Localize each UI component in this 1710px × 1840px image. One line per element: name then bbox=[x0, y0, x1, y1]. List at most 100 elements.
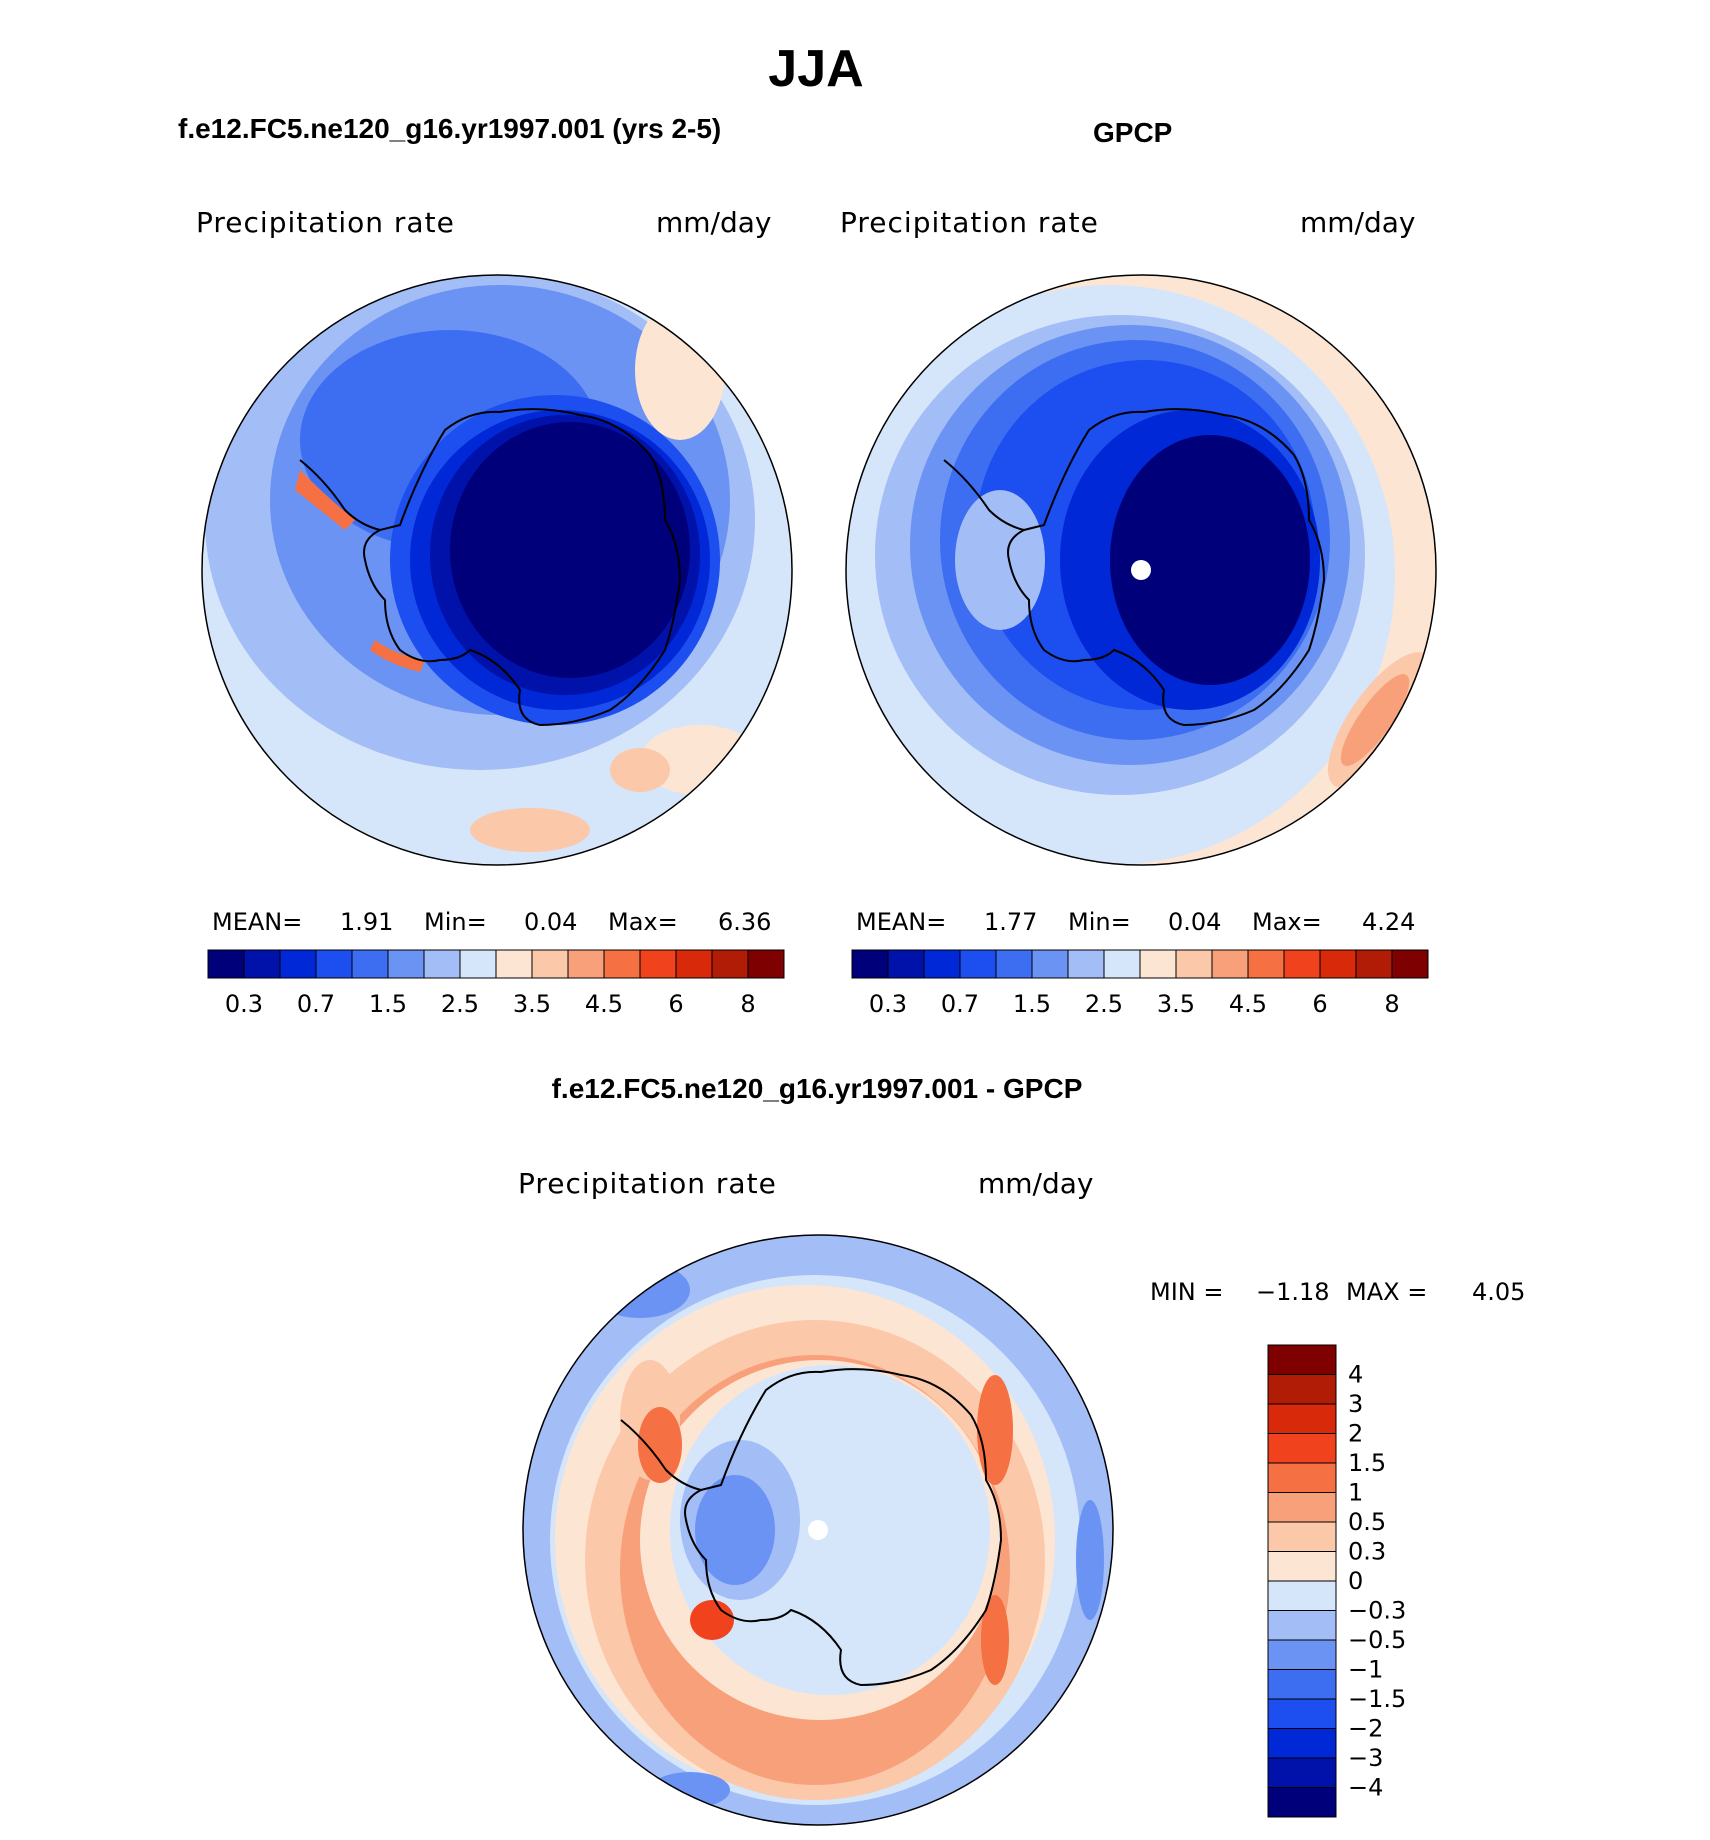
obs-stats: MEAN= 1.77 Min= 0.04 Max= 4.24 bbox=[856, 908, 1415, 936]
obs-units-label: mm/day bbox=[1300, 206, 1416, 239]
diff-colorbar-swatch bbox=[1267, 1344, 1337, 1375]
diff-colorbar-swatch bbox=[1267, 1698, 1337, 1729]
diff-case-title: f.e12.FC5.ne120_g16.yr1997.001 - GPCP bbox=[552, 1073, 1083, 1104]
model-stats: MEAN= 1.91 Min= 0.04 Max= 6.36 bbox=[212, 908, 771, 936]
diff-colorbar-swatch bbox=[1267, 1403, 1337, 1434]
diff-colorbar-tick-label: 0 bbox=[1348, 1567, 1363, 1595]
model-colorbar-tick-label: 0.3 bbox=[225, 990, 263, 1018]
obs-mean-value: 1.77 bbox=[984, 908, 1037, 936]
diff-colorbar-tick-label: −1 bbox=[1348, 1656, 1383, 1684]
diff-units-label: mm/day bbox=[978, 1167, 1094, 1200]
obs-min-label: Min= bbox=[1068, 908, 1131, 936]
diff-min-label: MIN = bbox=[1150, 1278, 1223, 1306]
model-variable-label: Precipitation rate bbox=[196, 206, 455, 239]
model-colorbar-swatch bbox=[387, 949, 425, 979]
model-colorbar-tick-label: 4.5 bbox=[585, 990, 623, 1018]
obs-colorbar-swatch bbox=[1391, 949, 1429, 979]
diff-colorbar-tick-label: 2 bbox=[1348, 1420, 1363, 1448]
model-mean-label: MEAN= bbox=[212, 908, 302, 936]
model-colorbar-swatch bbox=[279, 949, 317, 979]
obs-colorbar-swatch bbox=[1211, 949, 1249, 979]
diff-colorbar-tick-label: −0.3 bbox=[1348, 1597, 1406, 1625]
model-colorbar-swatch bbox=[711, 949, 749, 979]
diff-colorbar-swatch bbox=[1267, 1787, 1337, 1818]
model-colorbar-tick-label: 3.5 bbox=[513, 990, 551, 1018]
model-colorbar-tick-label: 2.5 bbox=[441, 990, 479, 1018]
diff-colorbar-swatch bbox=[1267, 1757, 1337, 1788]
diff-colorbar-swatch bbox=[1267, 1639, 1337, 1670]
diff-colorbar-tick-label: 1.5 bbox=[1348, 1449, 1386, 1477]
diff-colorbar-swatch bbox=[1267, 1551, 1337, 1582]
diff-colorbar-tick-label: 4 bbox=[1348, 1361, 1363, 1389]
obs-case-title: GPCP bbox=[1093, 117, 1172, 148]
diff-colorbar-swatch bbox=[1267, 1669, 1337, 1700]
diff-max-label: MAX = bbox=[1346, 1278, 1427, 1306]
model-max-value: 6.36 bbox=[718, 908, 771, 936]
model-colorbar-swatch bbox=[531, 949, 569, 979]
obs-colorbar-swatch bbox=[1139, 949, 1177, 979]
obs-colorbar-swatch bbox=[851, 949, 889, 979]
diff-colorbar-tick-label: −4 bbox=[1348, 1774, 1383, 1802]
model-case-title: f.e12.FC5.ne120_g16.yr1997.001 (yrs 2-5) bbox=[178, 113, 721, 144]
obs-colorbar-swatch bbox=[887, 949, 925, 979]
obs-colorbar-tick-label: 2.5 bbox=[1085, 990, 1123, 1018]
diff-colorbar-tick-label: −2 bbox=[1348, 1715, 1383, 1743]
model-min-label: Min= bbox=[424, 908, 487, 936]
obs-mean-label: MEAN= bbox=[856, 908, 946, 936]
model-units-label: mm/day bbox=[656, 206, 772, 239]
diff-colorbar-swatch bbox=[1267, 1521, 1337, 1552]
obs-colorbar-swatch bbox=[1319, 949, 1357, 979]
model-colorbar-swatch bbox=[315, 949, 353, 979]
obs-colorbar-tick-label: 8 bbox=[1384, 990, 1399, 1018]
model-colorbar: 0.3 0.7 1.5 2.5 3.5 4.5 6 8 bbox=[207, 949, 785, 1018]
obs-min-value: 0.04 bbox=[1168, 908, 1221, 936]
diff-stats: MIN = −1.18 MAX = 4.05 bbox=[1150, 1278, 1525, 1306]
diff-colorbar-tick-label: 0.5 bbox=[1348, 1508, 1386, 1536]
obs-colorbar-tick-label: 0.7 bbox=[941, 990, 979, 1018]
model-max-label: Max= bbox=[608, 908, 678, 936]
diff-colorbar-tick-label: −1.5 bbox=[1348, 1685, 1406, 1713]
diff-antarctica-coastline bbox=[684, 1368, 1003, 1687]
model-antarctica-coastline bbox=[363, 408, 682, 727]
diff-colorbar-swatch bbox=[1267, 1492, 1337, 1523]
diff-colorbar-swatch bbox=[1267, 1610, 1337, 1641]
diff-colorbar-tick-label: 3 bbox=[1348, 1390, 1363, 1418]
obs-colorbar-swatch bbox=[1247, 949, 1285, 979]
model-min-value: 0.04 bbox=[524, 908, 577, 936]
model-colorbar-swatch bbox=[459, 949, 497, 979]
model-colorbar-tick-label: 8 bbox=[740, 990, 755, 1018]
season-title: JJA bbox=[768, 40, 863, 98]
obs-colorbar-swatch bbox=[1103, 949, 1141, 979]
model-colorbar-swatch bbox=[603, 949, 641, 979]
diff-colorbar-tick-label: −0.5 bbox=[1348, 1626, 1406, 1654]
obs-colorbar-swatch bbox=[959, 949, 997, 979]
diff-pole-marker bbox=[808, 1520, 828, 1540]
model-colorbar-swatch bbox=[243, 949, 281, 979]
model-colorbar-swatch bbox=[675, 949, 713, 979]
model-colorbar-tick-label: 6 bbox=[668, 990, 683, 1018]
obs-colorbar-tick-label: 1.5 bbox=[1013, 990, 1051, 1018]
obs-colorbar-swatch bbox=[1355, 949, 1393, 979]
diff-variable-label: Precipitation rate bbox=[518, 1167, 777, 1200]
diff-colorbar-swatch bbox=[1267, 1433, 1337, 1464]
obs-max-label: Max= bbox=[1252, 908, 1322, 936]
obs-colorbar-swatch bbox=[1031, 949, 1069, 979]
obs-variable-label: Precipitation rate bbox=[840, 206, 1099, 239]
diff-colorbar-tick-label: −3 bbox=[1348, 1744, 1383, 1772]
obs-colorbar: 0.3 0.7 1.5 2.5 3.5 4.5 6 8 bbox=[851, 949, 1429, 1018]
obs-colorbar-swatch bbox=[1175, 949, 1213, 979]
model-colorbar-swatch bbox=[747, 949, 785, 979]
obs-antarctica-coastline bbox=[1007, 408, 1326, 727]
diff-colorbar-swatch bbox=[1267, 1462, 1337, 1493]
diff-colorbar-swatch bbox=[1267, 1580, 1337, 1611]
model-colorbar-tick-label: 1.5 bbox=[369, 990, 407, 1018]
obs-colorbar-swatch bbox=[1067, 949, 1105, 979]
model-panel: f.e12.FC5.ne120_g16.yr1997.001 (yrs 2-5)… bbox=[178, 113, 793, 1018]
model-mean-value: 1.91 bbox=[340, 908, 393, 936]
diff-max-value: 4.05 bbox=[1472, 1278, 1525, 1306]
model-colorbar-swatch bbox=[495, 949, 533, 979]
diff-colorbar-tick-label: 1 bbox=[1348, 1479, 1363, 1507]
model-colorbar-swatch bbox=[207, 949, 245, 979]
